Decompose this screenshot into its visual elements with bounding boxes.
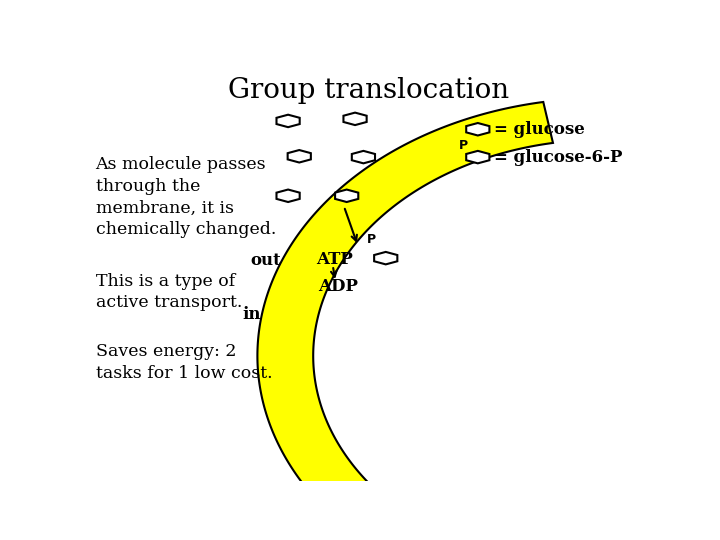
Polygon shape <box>467 151 490 163</box>
Polygon shape <box>276 190 300 202</box>
Text: Saves energy: 2
tasks for 1 low cost.: Saves energy: 2 tasks for 1 low cost. <box>96 343 272 382</box>
Text: in: in <box>243 306 261 323</box>
Polygon shape <box>258 102 553 522</box>
Polygon shape <box>352 151 375 163</box>
Polygon shape <box>335 190 359 202</box>
Text: As molecule passes
through the
membrane, it is
chemically changed.: As molecule passes through the membrane,… <box>96 156 276 238</box>
Polygon shape <box>276 114 300 127</box>
Text: ADP: ADP <box>318 278 358 294</box>
Text: = glucose: = glucose <box>495 121 585 138</box>
Text: out: out <box>251 252 281 269</box>
Polygon shape <box>374 252 397 265</box>
Text: ATP: ATP <box>316 251 353 268</box>
Text: P: P <box>459 139 468 152</box>
Polygon shape <box>343 113 366 125</box>
Text: P: P <box>366 233 376 246</box>
Text: Group translocation: Group translocation <box>228 77 510 104</box>
Polygon shape <box>288 150 311 163</box>
Text: = glucose-6-P: = glucose-6-P <box>495 148 623 166</box>
Polygon shape <box>467 123 490 136</box>
Text: This is a type of
active transport.: This is a type of active transport. <box>96 273 242 311</box>
